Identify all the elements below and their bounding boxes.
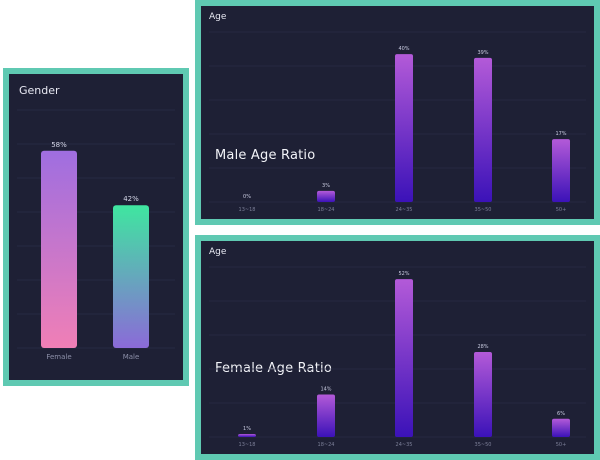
female-age-tick-label: 24~35 — [396, 442, 413, 448]
male-age-tick-label: 35~50 — [475, 207, 492, 213]
male-age-bar — [552, 139, 570, 202]
female-age-tick-label: 35~50 — [475, 442, 492, 448]
female-age-tick-label: 50+ — [556, 442, 567, 448]
male-age-bar — [317, 191, 335, 202]
gender-tick-label: Female — [46, 353, 71, 361]
male-age-panel: Age Male Age Ratio 0% 13~18 3% 18~24 40% 24~3… — [195, 0, 600, 225]
gender-chart-card: Gender 58% Female 42% Male — [9, 74, 183, 380]
female-age-value-label: 52% — [398, 271, 409, 277]
male-age-bar — [474, 58, 492, 202]
female-age-value-label: 1% — [243, 426, 251, 432]
gender-panel: Gender 58% Female 42% Male — [3, 68, 189, 386]
gender-bar-female — [41, 151, 77, 348]
male-age-value-label: 0% — [243, 194, 251, 200]
gender-chart: 58% Female 42% Male — [9, 74, 183, 380]
male-age-bar — [395, 54, 413, 202]
male-age-value-label: 39% — [477, 50, 488, 56]
male-age-chart: 0% 13~18 3% 18~24 40% 24~35 39% 35~50 17% 50+ — [201, 6, 594, 219]
gender-value-label: 58% — [51, 141, 67, 149]
gender-value-label: 42% — [123, 195, 139, 203]
male-age-value-label: 40% — [398, 46, 409, 52]
female-age-bar — [395, 279, 413, 437]
male-age-tick-label: 24~35 — [396, 207, 413, 213]
female-age-value-label: 14% — [320, 387, 331, 393]
female-age-tick-label: 18~24 — [318, 442, 335, 448]
male-age-tick-label: 13~18 — [239, 207, 256, 213]
female-age-tick-label: 13~18 — [239, 442, 256, 448]
female-age-bar — [474, 352, 492, 437]
female-age-chart: 1% 13~18 14% 18~24 52% 24~35 28% 35~50 6% 50+ — [201, 241, 594, 454]
female-age-value-label: 28% — [477, 344, 488, 350]
female-age-bar — [317, 395, 335, 438]
male-age-tick-label: 50+ — [556, 207, 567, 213]
male-age-tick-label: 18~24 — [318, 207, 335, 213]
female-age-chart-card: Age Female Age Ratio 1% 13~18 14% 18~24 52% 2… — [201, 241, 594, 454]
gender-bar-male — [113, 205, 149, 348]
male-age-chart-card: Age Male Age Ratio 0% 13~18 3% 18~24 40% 24~3… — [201, 6, 594, 219]
male-age-value-label: 17% — [555, 131, 566, 137]
male-age-value-label: 3% — [322, 183, 330, 189]
female-age-bar — [552, 419, 570, 437]
female-age-value-label: 6% — [557, 411, 565, 417]
gender-tick-label: Male — [123, 353, 140, 361]
female-age-panel: Age Female Age Ratio 1% 13~18 14% 18~24 52% 2… — [195, 235, 600, 460]
female-age-bar — [238, 434, 256, 437]
